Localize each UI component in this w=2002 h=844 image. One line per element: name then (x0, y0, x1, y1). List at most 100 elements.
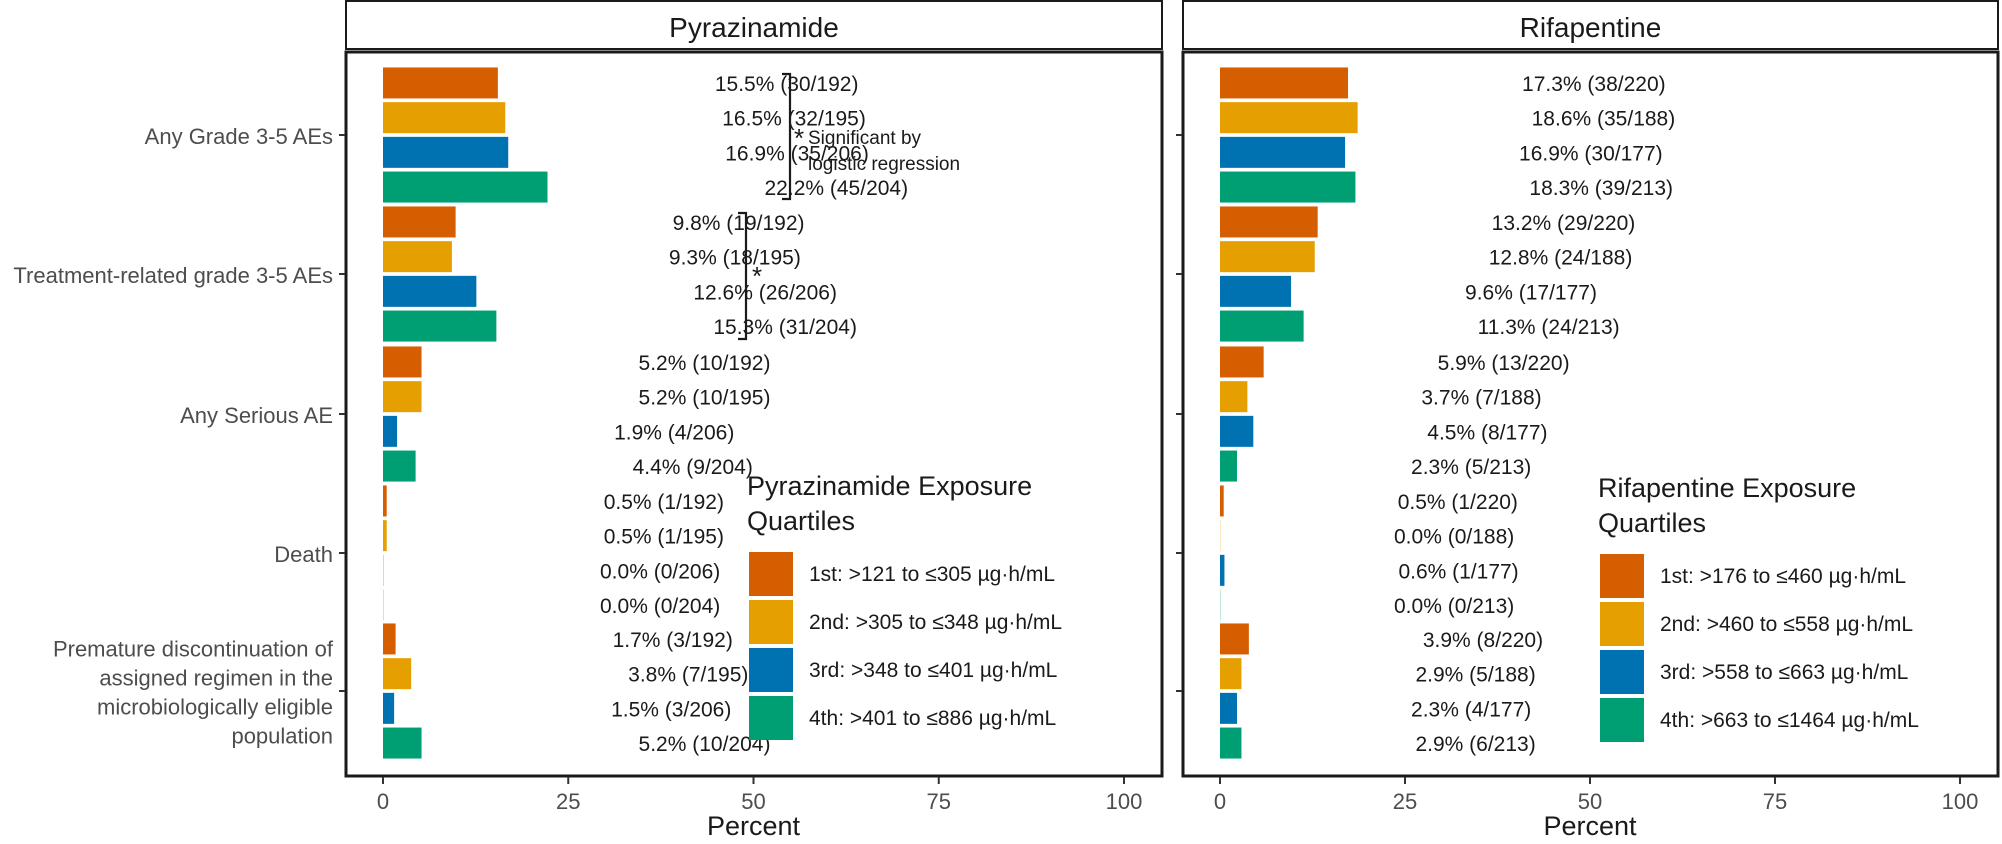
bar (383, 658, 412, 690)
bar (1220, 310, 1304, 342)
bar (383, 102, 506, 134)
data-label: 0.0% (0/206) (600, 560, 720, 583)
bar (383, 171, 548, 203)
facet-strip (345, 0, 1163, 50)
data-label: 11.3% (24/213) (1478, 316, 1620, 339)
x-tick-label: 0 (377, 789, 389, 814)
x-tick-label: 100 (1106, 789, 1143, 814)
legend-swatch (1600, 650, 1644, 694)
significance-note: Significant by (808, 128, 922, 149)
data-label: 2.3% (4/177) (1411, 698, 1531, 721)
x-tick-label: 50 (741, 789, 765, 814)
data-label: 3.7% (7/188) (1421, 387, 1541, 410)
bar (383, 275, 477, 307)
x-tick-label: 75 (1763, 789, 1787, 814)
data-label: 0.0% (0/204) (600, 595, 720, 618)
x-tick-label: 25 (1393, 789, 1417, 814)
legend-swatch (1600, 602, 1644, 646)
panel-border (344, 50, 1164, 778)
bar (383, 346, 422, 378)
bar (383, 520, 387, 552)
data-label: 12.6% (26/206) (693, 281, 837, 304)
data-label: 0.0% (0/213) (1394, 595, 1514, 618)
bar (1220, 554, 1225, 586)
data-label: 0.5% (1/195) (604, 526, 724, 549)
bar (383, 136, 509, 168)
significance-note: logistic regression (808, 154, 960, 175)
category-label: Treatment-related grade 3-5 AEs (13, 263, 333, 288)
x-tick-label: 100 (1942, 789, 1979, 814)
legend-title: Quartiles (747, 506, 855, 536)
bar (1220, 692, 1238, 724)
bar (1220, 136, 1346, 168)
bar (383, 623, 396, 655)
facet-title: Rifapentine (1520, 12, 1662, 43)
legend-title: Quartiles (1598, 508, 1706, 538)
legend-item-label: 2nd: >460 to ≤558 µg·h/mL (1660, 613, 1913, 636)
bar (1220, 450, 1238, 482)
x-tick-label: 0 (1214, 789, 1226, 814)
panel-border (1181, 50, 2000, 778)
legend-item-label: 1st: >121 to ≤305 µg·h/mL (809, 563, 1055, 586)
facet-title: Pyrazinamide (669, 12, 839, 43)
data-label: 15.3% (31/204) (713, 316, 857, 339)
bar (1220, 275, 1292, 307)
bar (1220, 415, 1254, 447)
facet-strip (1182, 0, 1999, 50)
bar (383, 415, 398, 447)
data-label: 4.5% (8/177) (1427, 421, 1547, 444)
data-label: 1.7% (3/192) (613, 629, 733, 652)
data-label: 3.8% (7/195) (628, 664, 748, 687)
bar (383, 485, 387, 517)
data-label: 9.6% (17/177) (1465, 281, 1597, 304)
legend-swatch (1600, 698, 1644, 742)
data-label: 2.3% (5/213) (1411, 456, 1531, 479)
data-label: 13.2% (29/220) (1492, 212, 1636, 235)
data-label: 0.5% (1/192) (604, 491, 724, 514)
data-label: 4.4% (9/204) (633, 456, 753, 479)
bar (1220, 727, 1242, 759)
x-axis-title: Percent (707, 811, 801, 841)
legend-swatch (749, 552, 793, 596)
data-label: 18.6% (35/188) (1532, 108, 1676, 131)
data-label: 15.5% (30/192) (715, 73, 859, 96)
data-label: 16.9% (30/177) (1519, 142, 1663, 165)
legend-item-label: 3rd: >348 to ≤401 µg·h/mL (809, 659, 1057, 682)
pyrazinamide-panel: Pyrazinamide 0 25 50 75 100 Percent 15.5% (30/1… (339, 0, 1164, 841)
bar (383, 67, 498, 99)
data-label: 18.3% (39/213) (1529, 177, 1673, 200)
legend-item-label: 2nd: >305 to ≤348 µg·h/mL (809, 611, 1062, 634)
legend-swatch (749, 600, 793, 644)
data-label: 1.9% (4/206) (614, 421, 734, 444)
data-label: 22.2% (45/204) (765, 177, 909, 200)
significance-bracket (782, 72, 792, 201)
data-label: 16.9% (35/206) (725, 142, 869, 165)
data-label: 2.9% (5/188) (1415, 664, 1535, 687)
x-axis-title: Percent (1543, 811, 1637, 841)
bar (1220, 623, 1249, 655)
category-label: microbiologically eligible (97, 695, 333, 720)
data-label: 5.2% (10/195) (639, 387, 771, 410)
bar (383, 310, 497, 342)
data-label: 1.5% (3/206) (611, 698, 731, 721)
bar (383, 381, 422, 413)
data-label: 9.3% (18/195) (669, 247, 801, 270)
bar (1220, 658, 1242, 690)
rifapentine-panel: Rifapentine 0 25 50 75 100 Percent 17.3% (38/22… (1176, 0, 2000, 841)
significance-star: * (752, 261, 762, 291)
category-label: Any Grade 3-5 AEs (145, 124, 333, 149)
data-label: 16.5% (32/195) (722, 108, 866, 131)
legend-item-label: 1st: >176 to ≤460 µg·h/mL (1660, 565, 1906, 588)
bar (1220, 485, 1224, 517)
data-label: 0.0% (0/188) (1394, 526, 1514, 549)
legend-title: Rifapentine Exposure (1598, 473, 1856, 503)
category-label: Death (274, 542, 333, 567)
bar (1220, 171, 1356, 203)
category-label: population (231, 724, 333, 749)
legend-swatch (749, 696, 793, 740)
significance-star: * (794, 123, 804, 153)
legend-item-label: 4th: >401 to ≤886 µg·h/mL (809, 707, 1056, 730)
data-label: 5.9% (13/220) (1438, 352, 1570, 375)
bar (1220, 67, 1349, 99)
